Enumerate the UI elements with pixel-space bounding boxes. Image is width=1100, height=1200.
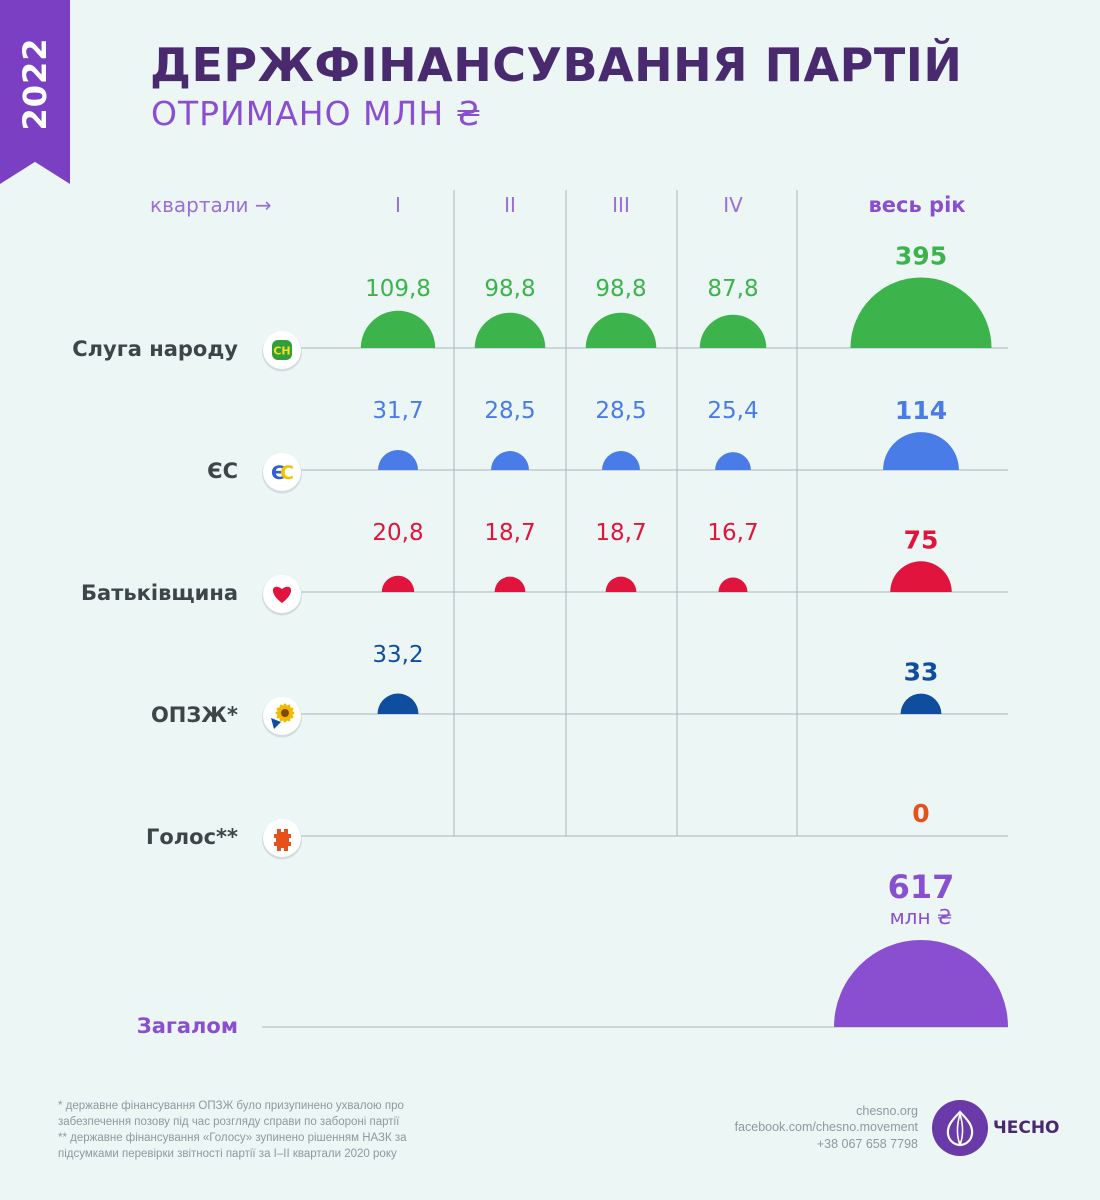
quarter-bar: [378, 450, 418, 470]
quarter-value-label: 25,4: [707, 398, 758, 424]
party-name: Батьківщина: [81, 581, 238, 605]
contact-site[interactable]: chesno.org: [856, 1104, 918, 1118]
yes-logo-icon: [263, 453, 301, 491]
grand-total-unit: млн ₴: [890, 905, 953, 929]
total-column-label: весь рік: [868, 193, 965, 217]
grand-total-bar: [834, 940, 1008, 1027]
quarter-bar: [718, 577, 748, 592]
total-bar: [883, 432, 959, 470]
quarter-bar: [699, 314, 767, 348]
quarter-value-label: 16,7: [707, 520, 758, 546]
heart-shape: [272, 586, 292, 603]
quarter-value-label: 28,5: [484, 398, 535, 424]
year-ribbon: 2022: [0, 0, 70, 184]
page-subtitle: ОТРИМАНО МЛН ₴: [151, 94, 483, 133]
quarter-value-label: 18,7: [595, 520, 646, 546]
grand-total-label: Загалом: [137, 1014, 238, 1038]
quarter-value-label: 109,8: [365, 276, 431, 302]
party-name: ОПЗЖ*: [151, 703, 238, 727]
quarter-value-label: 18,7: [484, 520, 535, 546]
quarter-value-label: 87,8: [707, 276, 758, 302]
quarter-value-label: 33,2: [372, 642, 423, 668]
quarter-label: IV: [723, 193, 743, 217]
yes-letter-e: Є: [271, 462, 285, 484]
quarter-value-label: 31,7: [372, 398, 423, 424]
total-value-label: 114: [895, 396, 947, 425]
quarter-bar: [605, 576, 637, 592]
party-name: ЄС: [207, 459, 238, 483]
sunflower-petal: [287, 707, 294, 713]
chesno-logo-icon: [932, 1100, 988, 1156]
total-value-label: 395: [895, 241, 947, 270]
quarter-label: III: [612, 193, 630, 217]
quarter-label: II: [504, 193, 516, 217]
quarter-label: I: [395, 193, 401, 217]
holos-shape: [274, 829, 291, 851]
yes-letter-s: С: [280, 462, 294, 484]
quarter-bar: [474, 312, 546, 348]
total-bar: [850, 277, 992, 348]
quarter-value-label: 28,5: [595, 398, 646, 424]
opzzh-arrow: [271, 718, 281, 729]
total-bar: [900, 693, 942, 714]
column-header-label: квартали →: [150, 193, 272, 217]
quarter-bar: [491, 451, 529, 470]
sunflower-core: [281, 709, 289, 717]
quarter-bar: [494, 576, 526, 592]
total-value-label: 75: [904, 525, 939, 554]
quarter-bar: [715, 452, 751, 470]
sluha-badge: [272, 340, 292, 360]
sluha-badge-text: СН: [273, 345, 290, 358]
total-value-label: 0: [912, 799, 929, 828]
quarter-bar: [585, 312, 657, 348]
quarter-bar: [602, 451, 640, 470]
contact-facebook[interactable]: facebook.com/chesno.movement: [734, 1120, 918, 1134]
brand-name: ЧЕСНО: [993, 1118, 1060, 1138]
total-bar: [890, 561, 952, 592]
footnote-holos: ** державне фінансування «Голосу» зупине…: [58, 1132, 407, 1160]
quarter-value-label: 98,8: [595, 276, 646, 302]
quarter-bar: [360, 310, 436, 348]
party-name: Слуга народу: [72, 337, 238, 361]
quarter-value-label: 98,8: [484, 276, 535, 302]
grand-total-value: 617: [888, 868, 955, 906]
quarter-bar: [377, 693, 419, 714]
quarter-bar: [381, 575, 415, 592]
party-name: Голос**: [146, 825, 238, 849]
footnote-opzzh: * державне фінансування ОПЗЖ було призуп…: [58, 1100, 404, 1128]
quarter-value-label: 20,8: [372, 520, 423, 546]
total-value-label: 33: [904, 658, 939, 687]
page-title: ДЕРЖФІНАНСУВАННЯ ПАРТІЙ: [150, 38, 963, 92]
contact-phone: +38 067 658 7798: [816, 1137, 918, 1151]
